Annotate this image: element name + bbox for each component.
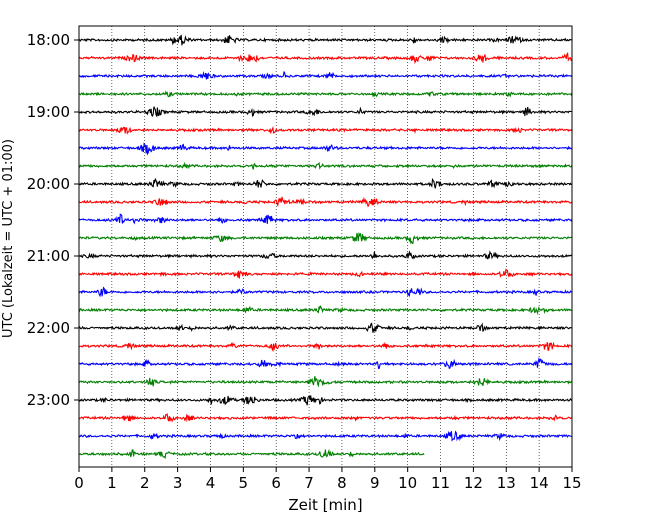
trace-row xyxy=(78,412,573,423)
y-tick-label: 20:00 xyxy=(27,175,70,193)
trace-row xyxy=(78,305,572,315)
x-tick-label: 1 xyxy=(107,474,117,492)
y-tick-label: 18:00 xyxy=(27,31,70,49)
y-tick-label: 22:00 xyxy=(27,319,70,337)
trace-row xyxy=(78,142,573,156)
trace-row xyxy=(78,196,573,208)
x-tick-label: 8 xyxy=(337,474,347,492)
x-tick-label: 10 xyxy=(398,474,417,492)
trace-row xyxy=(78,213,573,225)
trace-row xyxy=(78,322,572,333)
trace-row xyxy=(78,51,573,65)
x-tick-label: 15 xyxy=(562,474,581,492)
y-tick-label: 21:00 xyxy=(27,247,70,265)
trace-row xyxy=(78,395,573,406)
trace-row xyxy=(78,448,425,460)
trace-row xyxy=(78,125,573,135)
x-tick-label: 14 xyxy=(530,474,549,492)
trace-row xyxy=(78,177,573,189)
trace-row xyxy=(78,250,573,260)
x-tick-label: 2 xyxy=(140,474,150,492)
x-tick-label: 0 xyxy=(74,474,84,492)
trace-row xyxy=(78,268,573,279)
x-tick-label: 11 xyxy=(431,474,450,492)
y-tick-label: 23:00 xyxy=(27,391,70,409)
trace-row xyxy=(78,341,573,353)
x-tick-label: 7 xyxy=(304,474,314,492)
trace-row xyxy=(78,376,572,388)
trace-row xyxy=(78,70,573,80)
trace-row xyxy=(78,161,573,170)
x-axis-ticks: 0 1 2 3 4 5 6 7 8 9 10 11 12 13 14 15 xyxy=(74,467,582,492)
plot-frame xyxy=(78,25,573,468)
trace-row xyxy=(78,430,572,442)
x-tick-label: 13 xyxy=(497,474,516,492)
y-axis-ticks: 18:00 19:00 20:00 21:00 22:00 23:00 xyxy=(27,31,79,409)
x-tick-label: 4 xyxy=(206,474,216,492)
x-tick-label: 3 xyxy=(173,474,183,492)
trace-row xyxy=(78,356,573,370)
x-tick-label: 12 xyxy=(464,474,483,492)
trace-row xyxy=(78,231,573,245)
x-tick-label: 5 xyxy=(239,474,249,492)
trace-row xyxy=(78,106,572,118)
y-axis-title: UTC (Lokalzeit = UTC + 01:00) xyxy=(1,139,16,338)
y-tick-label: 19:00 xyxy=(27,103,70,121)
seismic-traces xyxy=(78,34,573,460)
x-axis-title: Zeit [min] xyxy=(288,496,362,514)
trace-row xyxy=(78,286,572,298)
x-tick-label: 9 xyxy=(370,474,380,492)
trace-row xyxy=(78,34,573,46)
x-tick-label: 6 xyxy=(271,474,281,492)
trace-row xyxy=(78,90,573,98)
